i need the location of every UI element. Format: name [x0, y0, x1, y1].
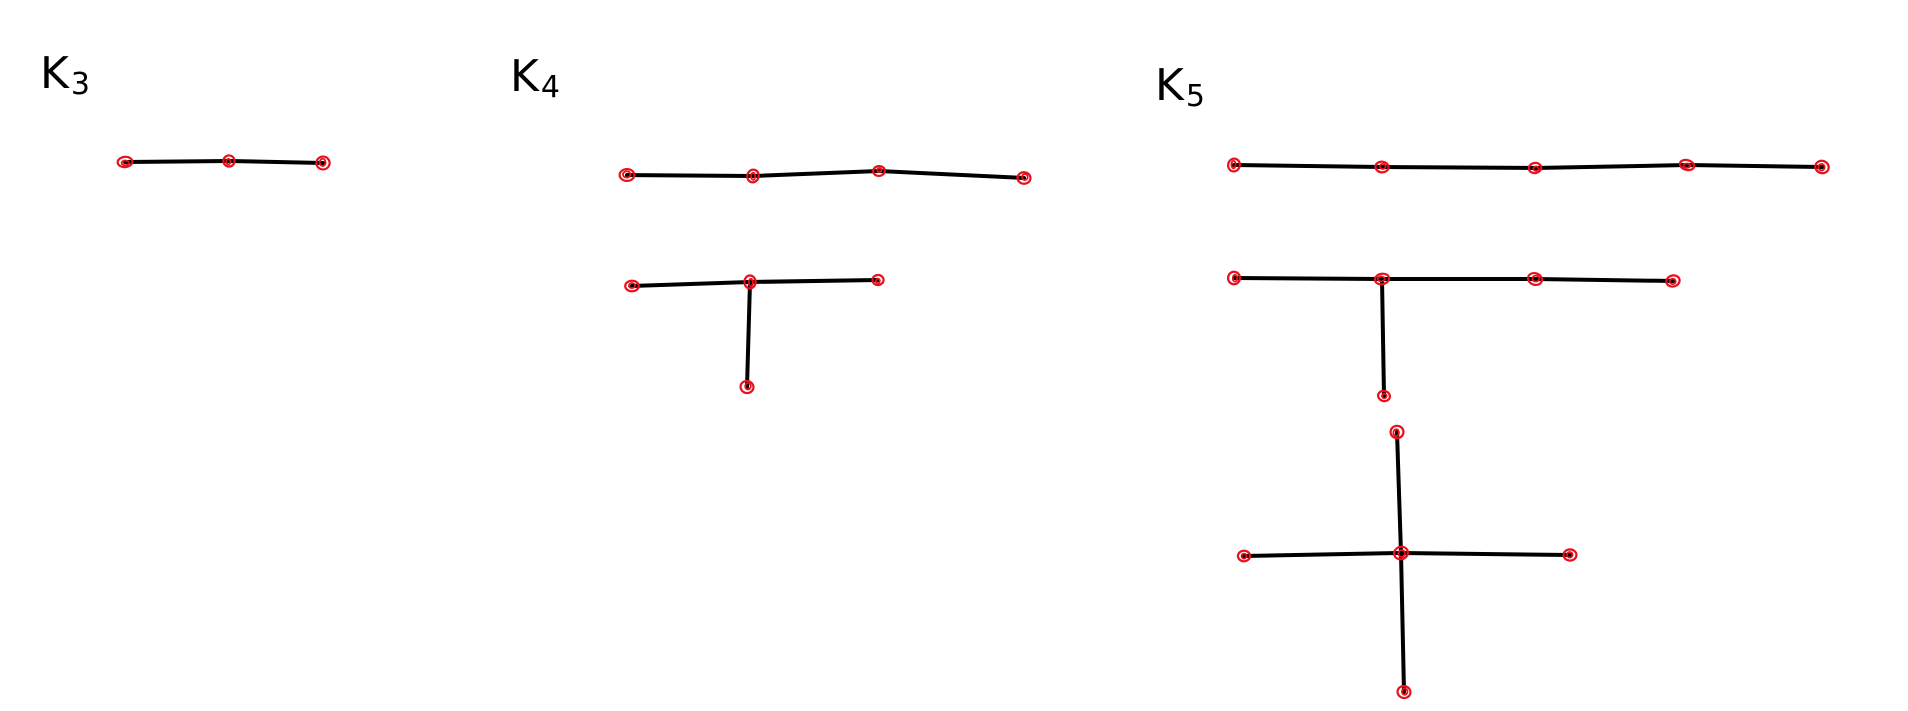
k5-tree3-edge-c-e	[1399, 551, 1406, 694]
k5-tree1-vertex-d	[1678, 158, 1696, 172]
k3-tree1-edge-b-c	[227, 159, 325, 165]
k3-label: K3	[40, 52, 90, 100]
k4-tree2-edge-b-c	[748, 278, 880, 284]
k5-tree2-vertex-b	[1373, 272, 1391, 286]
k5-tree3-edge-b-c	[1242, 551, 1403, 558]
k5-tree3-vertex-b	[1236, 549, 1252, 563]
k5-tree1-edge-b-c	[1380, 165, 1537, 170]
k3-tree1-edge-a-b	[123, 159, 231, 164]
k5-tree3-vertex-d	[1562, 548, 1578, 562]
edges-layer	[123, 159, 1824, 694]
k3-tree1-vertex-c	[315, 155, 331, 171]
k4-tree2-vertex-a	[624, 279, 640, 293]
k3-tree1-vertex-a	[116, 155, 134, 169]
k4-tree2-vertex-b	[743, 274, 757, 290]
k5-tree1-vertex-c	[1527, 161, 1543, 175]
k4-tree1-edge-a-b	[625, 173, 755, 178]
k4-tree1-vertex-a	[618, 167, 636, 183]
k5-tree3-vertex-a	[1389, 424, 1405, 440]
k4-tree2-vertex-d	[739, 379, 755, 395]
k5-tree2-edge-a-b	[1232, 276, 1384, 281]
k4-tree2-edge-a-b	[630, 280, 752, 288]
k3-label-main: K	[40, 48, 69, 99]
k4-tree1-edge-b-c	[751, 169, 881, 178]
k4-tree1-edge-c-d	[877, 169, 1026, 180]
k5-label: K5	[1155, 64, 1205, 112]
k4-tree2-vertex-c	[871, 273, 885, 287]
k4-tree1-vertex-d	[1016, 171, 1032, 185]
k5-tree3-edge-a-c	[1395, 430, 1403, 555]
k4-tree1-vertex-c	[872, 164, 886, 178]
k5-tree2-edge-b-e	[1380, 277, 1386, 398]
k5-tree1-vertex-a	[1227, 157, 1241, 173]
vertices-layer	[116, 154, 1830, 700]
k5-label-sub: 5	[1185, 79, 1205, 114]
k4-label: K4	[510, 55, 560, 103]
k5-tree3-vertex-c	[1392, 545, 1410, 561]
k5-tree2-vertex-d	[1665, 274, 1681, 288]
k4-label-main: K	[510, 51, 539, 102]
k5-tree3-edge-c-d	[1399, 551, 1572, 557]
k5-label-main: K	[1155, 60, 1184, 111]
k5-tree2-edge-c-d	[1533, 277, 1675, 283]
k5-tree2-vertex-e	[1376, 389, 1392, 403]
k4-tree2-edge-b-d	[745, 280, 752, 389]
k5-tree2-vertex-c	[1526, 271, 1544, 287]
k5-tree1-edge-d-e	[1685, 163, 1824, 169]
k5-tree3-vertex-e	[1396, 684, 1412, 700]
k3-tree1-vertex-b	[222, 154, 236, 168]
k5-tree1-edge-c-d	[1533, 163, 1689, 170]
k4-tree1-vertex-b	[746, 168, 760, 184]
k5-tree2-vertex-a	[1226, 270, 1242, 286]
k5-tree1-vertex-b	[1374, 160, 1390, 174]
k5-tree1-edge-a-b	[1232, 163, 1384, 169]
k3-label-sub: 3	[70, 67, 90, 102]
k4-label-sub: 4	[540, 70, 560, 105]
k5-tree1-vertex-e	[1814, 159, 1830, 175]
